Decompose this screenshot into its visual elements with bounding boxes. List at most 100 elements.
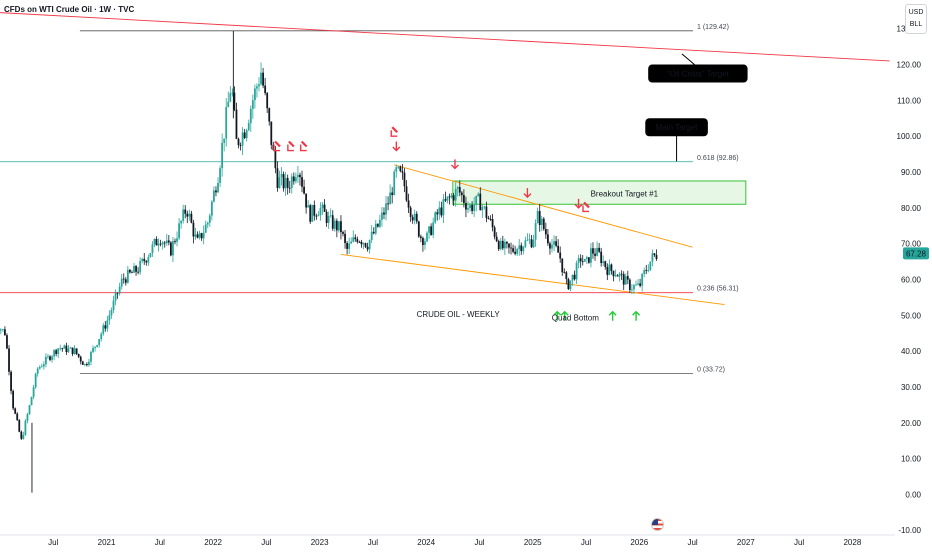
candle-body — [243, 132, 246, 139]
candle-body — [14, 408, 17, 414]
candle-body — [114, 292, 117, 301]
candle-body — [401, 171, 404, 173]
candle-body — [49, 356, 51, 360]
candle-body — [372, 231, 375, 234]
candle-body — [370, 231, 373, 241]
fib-level-label: 0 (33.72) — [697, 367, 725, 374]
annotation-text: CRUDE OIL - WEEKLY — [417, 310, 501, 319]
candle-body — [559, 252, 562, 259]
y-tick-label: 0.00 — [905, 490, 921, 499]
candle-body — [53, 350, 55, 357]
double-down-arrow — [390, 126, 399, 137]
x-tick-label: 2021 — [98, 538, 116, 547]
candle-body — [360, 241, 363, 245]
candle-body — [217, 182, 219, 193]
y-tick-label: -10.00 — [898, 526, 921, 535]
candle-body — [286, 177, 289, 188]
candle-body — [618, 273, 621, 277]
double-down-arrow — [287, 140, 295, 152]
up-arrow — [553, 310, 562, 321]
candle-body — [571, 274, 574, 281]
candle-body — [524, 240, 527, 247]
candle-body — [40, 366, 43, 368]
candle-body — [606, 267, 609, 275]
trendline-channel-upper — [394, 164, 693, 248]
arrow-mark — [273, 144, 281, 152]
candle-body — [245, 130, 248, 139]
candle-body — [75, 348, 78, 354]
candle-body — [42, 364, 45, 367]
candle-body — [383, 212, 385, 215]
candle-body — [481, 206, 484, 211]
candle-body — [499, 240, 502, 250]
candle-body — [32, 387, 35, 397]
candle-body — [319, 207, 322, 216]
candle-body — [329, 215, 332, 217]
candle-body — [303, 186, 305, 194]
candle-body — [182, 209, 185, 221]
candle-body — [106, 320, 109, 329]
candle-body — [520, 245, 523, 252]
candle-body — [192, 222, 195, 237]
candle-body — [530, 239, 533, 248]
candle-body — [604, 261, 607, 268]
candle-body — [98, 339, 101, 346]
candle-body — [274, 150, 277, 169]
candle-body — [561, 258, 564, 273]
candle-body — [522, 246, 525, 252]
candle-body — [151, 244, 154, 254]
candle-body — [51, 356, 53, 360]
candle-body — [256, 86, 258, 89]
candle-body — [544, 229, 547, 235]
candle-body — [213, 190, 215, 202]
candle-body — [555, 241, 557, 246]
calendar-flag-icon[interactable] — [651, 518, 664, 531]
candle-body — [4, 329, 6, 336]
candle-body — [442, 199, 445, 216]
candle-body — [16, 413, 19, 421]
y-tick-label: 10.00 — [901, 455, 922, 464]
y-tick-label: 20.00 — [901, 419, 922, 428]
candle-body — [594, 253, 596, 256]
candle-body — [297, 174, 299, 178]
candle-body — [92, 347, 94, 352]
candle-body — [249, 108, 252, 124]
down-arrow — [450, 159, 459, 170]
candle-body — [432, 222, 435, 235]
candle-body — [100, 333, 103, 340]
candle-body — [573, 274, 576, 280]
candle-body — [540, 218, 543, 225]
candle-body — [592, 248, 594, 254]
candle-body — [628, 279, 631, 290]
x-tick-label: Jul — [687, 538, 697, 547]
candle-body — [348, 243, 351, 249]
candle-body — [641, 274, 644, 286]
candle-body — [565, 272, 568, 280]
currency-selector[interactable]: USD BLL — [905, 4, 927, 34]
arrow-mark — [288, 140, 295, 148]
candle-body — [174, 241, 176, 242]
candle-body — [38, 366, 41, 369]
candle-body — [227, 101, 230, 108]
candle-body — [0, 329, 2, 331]
candle-body — [176, 238, 178, 242]
candle-body — [549, 243, 551, 249]
candle-body — [356, 239, 359, 242]
candle-body — [553, 241, 555, 245]
candle-body — [624, 276, 627, 285]
trendline-long-term-resistance — [0, 12, 890, 62]
candle-body — [374, 223, 377, 234]
candle-body — [73, 348, 76, 355]
candle-body — [79, 356, 82, 362]
fib-level-label: 0.618 (92.86) — [697, 155, 739, 162]
candle-body — [436, 212, 439, 215]
candle-body — [569, 280, 572, 290]
candle-body — [28, 405, 31, 415]
candle-body — [81, 361, 84, 365]
x-tick-label: Jul — [48, 538, 58, 547]
arrow-mark — [299, 144, 307, 152]
candle-body — [456, 187, 459, 189]
candle-body — [469, 205, 471, 209]
